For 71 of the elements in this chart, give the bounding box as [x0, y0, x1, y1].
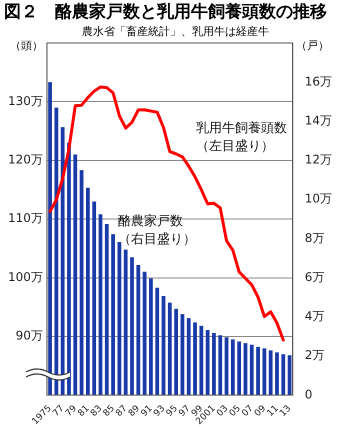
- bar: [224, 337, 228, 396]
- bar: [186, 318, 191, 396]
- x-tick-label: 13: [278, 404, 294, 419]
- bar: [244, 343, 248, 396]
- y2-tick-label: 2万: [304, 348, 324, 362]
- bar: [111, 234, 115, 396]
- series-label: 酪農家戸数（右目盛り）: [118, 213, 197, 249]
- x-tick-label: 89: [126, 404, 142, 419]
- bar: [86, 188, 90, 396]
- bar: [206, 330, 210, 396]
- bar: [48, 82, 52, 396]
- bar: [180, 314, 184, 396]
- bar: [250, 344, 254, 396]
- bar: [104, 224, 109, 396]
- bar: [155, 288, 160, 396]
- y2-tick-label: 14万: [304, 113, 332, 128]
- y-axis-title: （頭）: [10, 38, 43, 53]
- bar: [149, 278, 153, 396]
- chart-subtitle: 農水省「畜産統計」、乳用牛は経産牛: [82, 24, 269, 39]
- bar: [92, 201, 96, 396]
- bar: [230, 339, 235, 396]
- bar: [142, 272, 146, 396]
- y2-tick-label: 0: [304, 387, 312, 402]
- chart-title: 図２ 酪農家戸数と乳用牛飼養頭数の推移: [4, 1, 327, 23]
- bar: [174, 308, 178, 396]
- y-tick-label: 120万: [8, 152, 43, 167]
- bar: [288, 355, 292, 396]
- bar: [130, 257, 134, 396]
- bar: [124, 250, 128, 396]
- bar: [118, 242, 122, 396]
- y2-tick-label: 8万: [304, 230, 324, 245]
- bar: [80, 170, 84, 396]
- bar: [168, 302, 172, 396]
- bar: [67, 142, 71, 396]
- y2-tick-label: 4万: [304, 309, 324, 324]
- y2-tick-label: 16万: [304, 74, 332, 88]
- y-tick-label: 110万: [8, 211, 43, 226]
- x-tick-label: 03: [215, 404, 230, 419]
- bar: [281, 354, 286, 396]
- x-tick-label: 83: [89, 404, 104, 419]
- x-tick-label: 11: [266, 404, 281, 419]
- x-tick-label: 95: [164, 404, 180, 419]
- bar: [237, 342, 242, 396]
- x-tick-label: 97: [177, 404, 193, 419]
- bar: [54, 108, 58, 396]
- bar: [212, 332, 216, 396]
- bar: [193, 322, 197, 396]
- bar: [162, 296, 166, 396]
- y2-tick-label: 10万: [304, 192, 332, 206]
- y2-axis-title: （戸）: [296, 38, 329, 53]
- y2-tick-label: 6万: [304, 270, 324, 284]
- y-tick-label: 90万: [16, 328, 43, 343]
- bar: [218, 335, 222, 396]
- y2-tick-label: 12万: [304, 152, 332, 167]
- x-tick-label: 93: [152, 404, 168, 419]
- x-tick-label: 85: [102, 404, 117, 419]
- bar: [256, 346, 260, 396]
- bar: [262, 348, 266, 396]
- y-tick-label: 100万: [8, 270, 43, 284]
- x-tick-label: 05: [228, 404, 243, 419]
- bar: [73, 154, 78, 396]
- bar: [136, 265, 140, 396]
- x-tick-label: 91: [140, 404, 155, 419]
- x-tick-label: 87: [114, 404, 130, 419]
- y-tick-label: 130万: [8, 94, 43, 108]
- x-tick-label: 77: [51, 404, 66, 419]
- bar: [199, 326, 204, 396]
- bar: [268, 350, 273, 396]
- bar: [98, 214, 102, 396]
- series-label: 乳用牛飼養頭数（左目盛り）: [196, 120, 288, 156]
- bar: [275, 352, 279, 396]
